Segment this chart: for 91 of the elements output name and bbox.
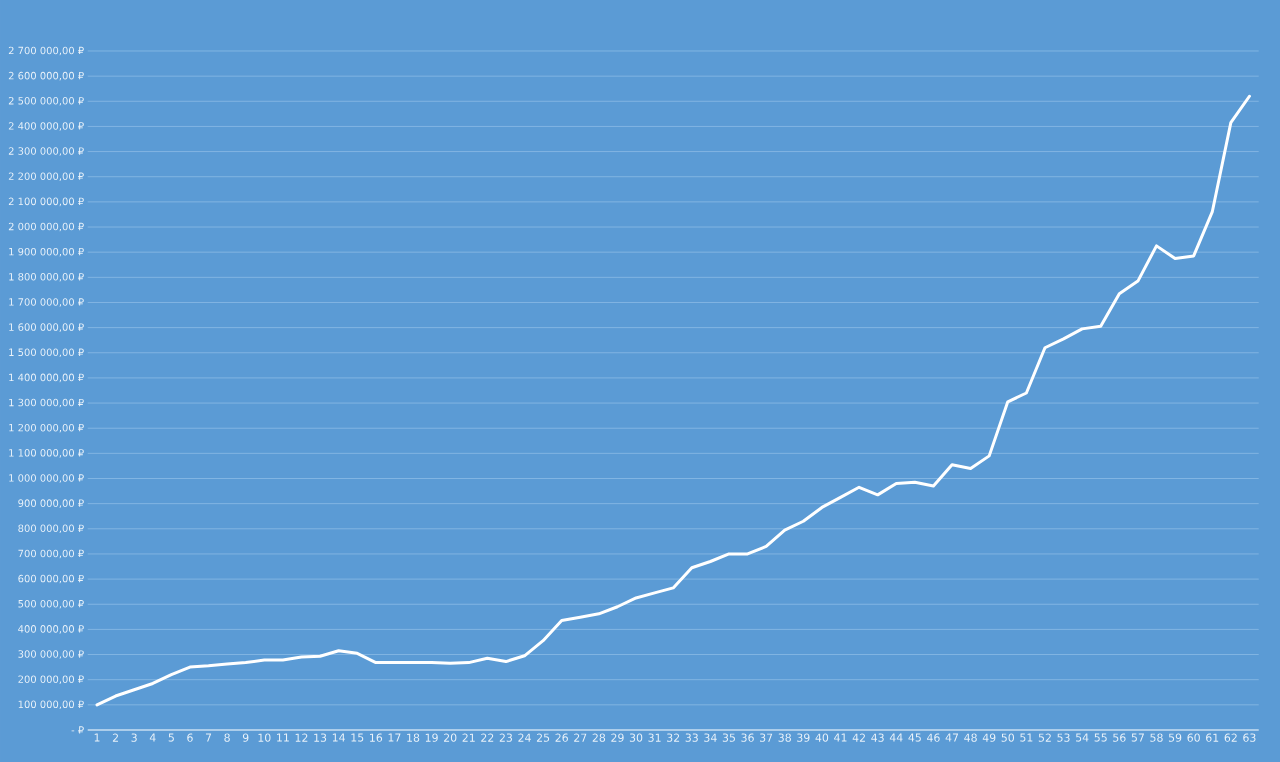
x-tick-label: 61 <box>1206 733 1219 742</box>
x-tick-label: 25 <box>536 733 550 742</box>
x-tick-label: 57 <box>1131 733 1144 742</box>
x-tick-label: 5 <box>168 733 174 742</box>
x-tick-label: 13 <box>314 733 327 742</box>
x-tick-label: 63 <box>1243 733 1256 742</box>
x-tick-label: 36 <box>741 733 754 742</box>
y-tick-label: 100 000,00 ₽ <box>18 700 84 710</box>
y-tick-label: 200 000,00 ₽ <box>18 675 84 684</box>
x-tick-label: 19 <box>425 733 438 742</box>
x-tick-label: 43 <box>871 733 884 742</box>
x-tick-label: 50 <box>1001 733 1015 742</box>
x-tick-label: 21 <box>462 733 475 742</box>
y-tick-label: 2 400 000,00 ₽ <box>8 122 84 131</box>
x-tick-label: 59 <box>1168 733 1182 742</box>
x-tick-label: 31 <box>648 733 661 742</box>
x-tick-label: 45 <box>908 733 921 742</box>
x-tick-label: 48 <box>964 733 977 742</box>
x-tick-label: 35 <box>722 733 735 742</box>
x-tick-label: 24 <box>518 733 531 742</box>
x-tick-label: 18 <box>407 733 420 742</box>
x-tick-label: 16 <box>370 733 383 742</box>
x-tick-label: 11 <box>277 733 289 742</box>
y-tick-label: 1 200 000,00 ₽ <box>9 423 84 433</box>
x-tick-label: 38 <box>778 733 791 742</box>
x-tick-label: 8 <box>224 733 230 742</box>
x-tick-label: 28 <box>592 733 606 742</box>
x-tick-label: 29 <box>611 733 624 742</box>
y-tick-label: 1 600 000,00 ₽ <box>9 323 84 332</box>
x-tick-label: 60 <box>1187 733 1200 742</box>
y-tick-label: 700 000,00 ₽ <box>18 549 84 559</box>
y-tick-label: 300 000,00 ₽ <box>18 650 84 659</box>
x-tick-label: 33 <box>685 733 698 742</box>
x-tick-label: 27 <box>574 733 587 742</box>
x-tick-label: 44 <box>889 733 903 742</box>
y-tick-label: 1 700 000,00 ₽ <box>9 298 84 307</box>
y-tick-label: 2 100 000,00 ₽ <box>8 197 84 207</box>
y-tick-label: 600 000,00 ₽ <box>18 574 84 584</box>
y-tick-label: 1 100 000,00 ₽ <box>9 449 84 458</box>
x-tick-label: 23 <box>499 733 513 742</box>
x-tick-label: 40 <box>815 733 829 742</box>
y-tick-label: 2 600 000,00 ₽ <box>8 71 84 81</box>
x-tick-label: 41 <box>834 733 847 742</box>
y-tick-label: - ₽ <box>71 726 84 734</box>
y-tick-label: 2 000 000,00 ₽ <box>8 222 84 232</box>
x-tick-label: 12 <box>295 733 308 742</box>
x-tick-label: 2 <box>112 733 118 742</box>
x-tick-label: 49 <box>982 733 996 742</box>
x-tick-label: 4 <box>149 733 156 742</box>
y-tick-label: 2 300 000,00 ₽ <box>8 147 84 156</box>
y-tick-label: 1 800 000,00 ₽ <box>9 273 84 282</box>
y-tick-label: 900 000,00 ₽ <box>18 499 84 508</box>
y-tick-label: 1 900 000,00 ₽ <box>9 247 84 257</box>
x-tick-label: 42 <box>852 733 865 742</box>
y-tick-label: 1 300 000,00 ₽ <box>9 398 84 408</box>
y-tick-label: 1 000 000,00 ₽ <box>9 474 84 483</box>
x-tick-label: 22 <box>481 733 494 742</box>
x-tick-label: 10 <box>258 733 271 742</box>
y-tick-label: 400 000,00 ₽ <box>18 625 84 634</box>
x-tick-label: 26 <box>555 733 568 742</box>
y-tick-label: 2 700 000,00 ₽ <box>8 46 84 56</box>
y-tick-label: 2 500 000,00 ₽ <box>8 96 84 106</box>
x-tick-label: 39 <box>797 733 810 742</box>
x-tick-label: 51 <box>1020 733 1033 742</box>
x-tick-label: 6 <box>187 733 193 742</box>
x-tick-label: 14 <box>332 733 345 742</box>
x-tick-label: 3 <box>131 733 137 742</box>
x-tick-label: 20 <box>443 733 457 742</box>
x-tick-label: 30 <box>629 733 643 742</box>
x-tick-label: 34 <box>704 733 717 742</box>
x-tick-label: 17 <box>388 733 401 742</box>
x-tick-label: 7 <box>205 733 212 742</box>
x-tick-label: 53 <box>1057 733 1070 742</box>
x-tick-label: 52 <box>1038 733 1051 742</box>
y-tick-label: 500 000,00 ₽ <box>18 599 84 609</box>
x-tick-label: 55 <box>1094 733 1107 742</box>
x-tick-label: 32 <box>667 733 680 742</box>
x-tick-label: 56 <box>1113 733 1126 742</box>
y-tick-label: 2 200 000,00 ₽ <box>8 172 84 181</box>
y-tick-label: 1 400 000,00 ₽ <box>9 373 84 383</box>
x-tick-label: 9 <box>242 733 249 742</box>
x-tick-label: 47 <box>945 733 959 742</box>
x-tick-label: 58 <box>1150 733 1163 742</box>
x-tick-label: 1 <box>94 733 100 742</box>
y-tick-label: 800 000,00 ₽ <box>18 524 84 534</box>
x-tick-label: 54 <box>1076 733 1089 742</box>
x-tick-label: 46 <box>927 733 940 742</box>
x-tick-label: 62 <box>1224 733 1237 742</box>
x-tick-label: 37 <box>760 733 773 742</box>
x-tick-label: 15 <box>351 733 364 742</box>
y-tick-label: 1 500 000,00 ₽ <box>9 348 84 358</box>
